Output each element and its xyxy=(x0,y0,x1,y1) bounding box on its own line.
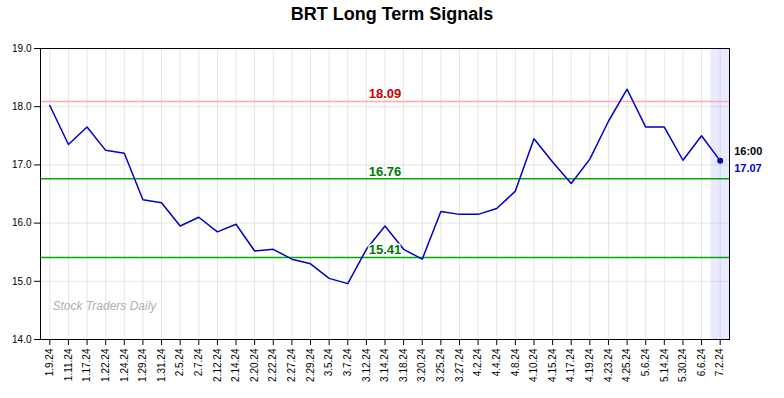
svg-text:1.22.24: 1.22.24 xyxy=(100,348,111,382)
svg-text:1.17.24: 1.17.24 xyxy=(81,348,92,382)
svg-text:3.7.24: 3.7.24 xyxy=(342,348,353,376)
svg-text:4.23.24: 4.23.24 xyxy=(603,348,614,382)
svg-text:Stock Traders Daily: Stock Traders Daily xyxy=(53,299,158,313)
svg-text:3.20.24: 3.20.24 xyxy=(416,348,427,382)
svg-text:3.14.24: 3.14.24 xyxy=(379,348,390,382)
svg-text:19.0: 19.0 xyxy=(12,43,32,54)
svg-text:4.19.24: 4.19.24 xyxy=(584,348,595,382)
svg-text:4.2.24: 4.2.24 xyxy=(472,348,483,376)
svg-text:16.0: 16.0 xyxy=(12,217,32,228)
svg-text:1.31.24: 1.31.24 xyxy=(156,348,167,382)
svg-text:4.15.24: 4.15.24 xyxy=(547,348,558,382)
svg-text:3.12.24: 3.12.24 xyxy=(361,348,372,382)
svg-text:2.12.24: 2.12.24 xyxy=(212,348,223,382)
svg-text:3.5.24: 3.5.24 xyxy=(323,348,334,376)
svg-text:2.20.24: 2.20.24 xyxy=(249,348,260,382)
svg-text:15.41: 15.41 xyxy=(369,242,402,257)
svg-text:2.29.24: 2.29.24 xyxy=(305,348,316,382)
svg-text:5.30.24: 5.30.24 xyxy=(677,348,688,382)
svg-text:4.25.24: 4.25.24 xyxy=(621,348,632,382)
svg-text:7.2.24: 7.2.24 xyxy=(714,348,725,376)
svg-text:3.27.24: 3.27.24 xyxy=(454,348,465,382)
svg-text:4.10.24: 4.10.24 xyxy=(528,348,539,382)
svg-text:16.76: 16.76 xyxy=(369,164,402,179)
svg-text:18.0: 18.0 xyxy=(12,101,32,112)
svg-text:2.5.24: 2.5.24 xyxy=(174,348,185,376)
svg-text:18.09: 18.09 xyxy=(369,86,402,101)
svg-text:4.17.24: 4.17.24 xyxy=(565,348,576,382)
svg-text:3.25.24: 3.25.24 xyxy=(435,348,446,382)
svg-text:4.8.24: 4.8.24 xyxy=(510,348,521,376)
svg-text:15.0: 15.0 xyxy=(12,276,32,287)
svg-text:1.24.24: 1.24.24 xyxy=(118,348,129,382)
svg-text:2.7.24: 2.7.24 xyxy=(193,348,204,376)
html-text:BRT Long Term Signals: BRT Long Term Signals xyxy=(290,4,494,24)
svg-text:5.6.24: 5.6.24 xyxy=(640,348,651,376)
svg-text:3.18.24: 3.18.24 xyxy=(398,348,409,382)
svg-text:2.14.24: 2.14.24 xyxy=(230,348,241,382)
svg-text:17.07: 17.07 xyxy=(734,162,762,174)
svg-text:1.9.24: 1.9.24 xyxy=(44,348,55,376)
svg-text:1.29.24: 1.29.24 xyxy=(137,348,148,382)
svg-text:1.11.24: 1.11.24 xyxy=(63,348,74,381)
svg-text:16:00: 16:00 xyxy=(734,145,762,157)
svg-text:17.0: 17.0 xyxy=(12,159,32,170)
svg-text:2.27.24: 2.27.24 xyxy=(286,348,297,382)
svg-text:4.4.24: 4.4.24 xyxy=(491,348,502,376)
svg-text:6.6.24: 6.6.24 xyxy=(696,348,707,376)
svg-text:5.14.24: 5.14.24 xyxy=(659,348,670,382)
svg-text:14.0: 14.0 xyxy=(12,334,32,345)
svg-text:2.22.24: 2.22.24 xyxy=(267,348,278,382)
